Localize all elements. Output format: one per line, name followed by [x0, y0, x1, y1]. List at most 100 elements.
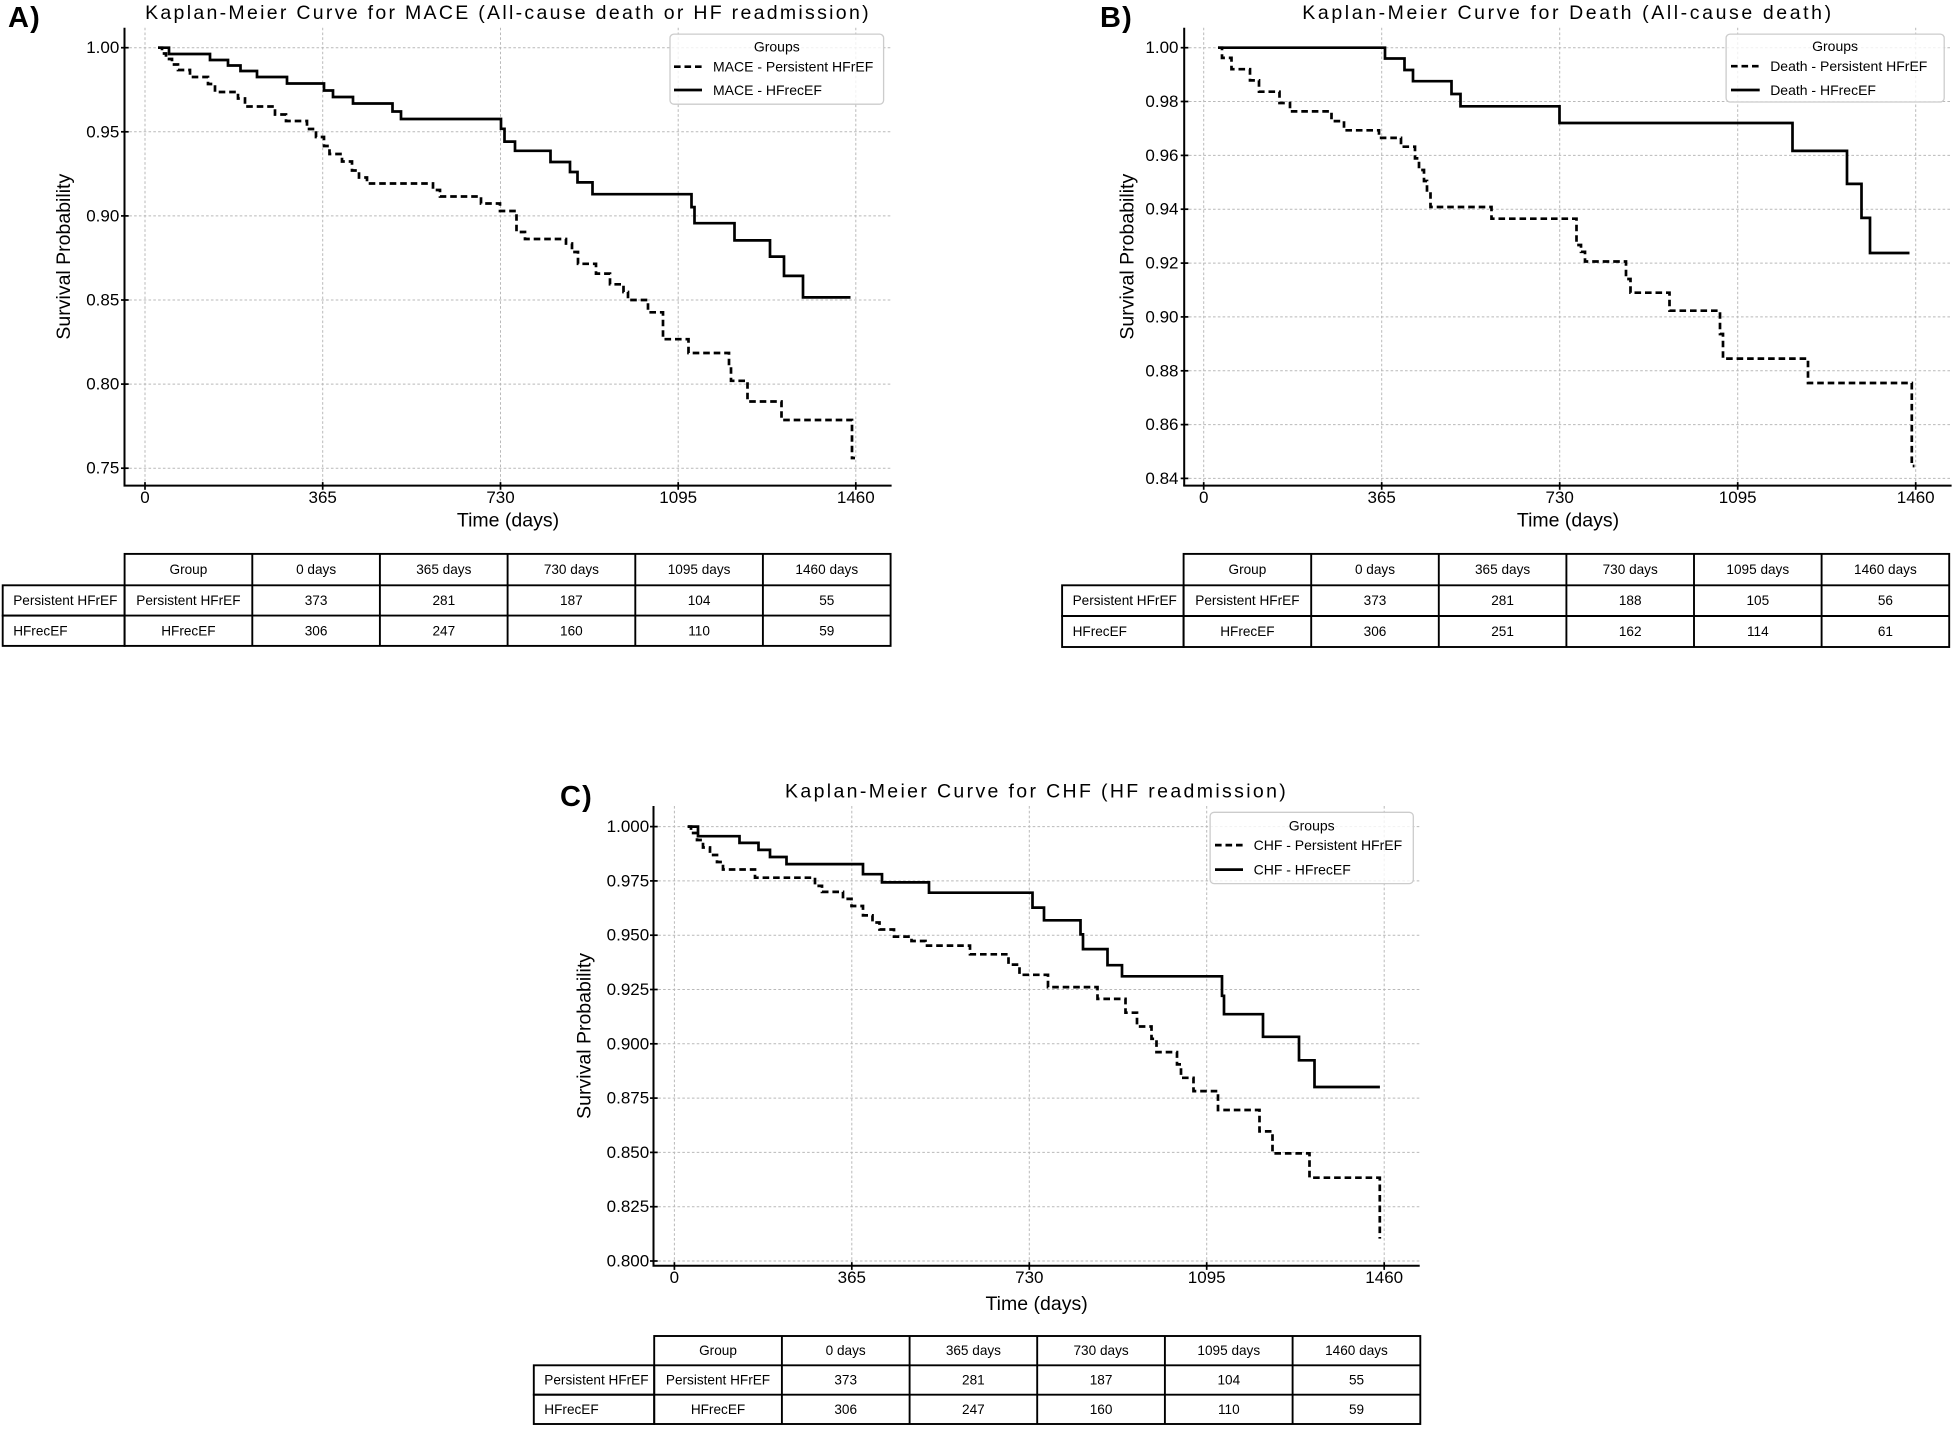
svg-text:187: 187	[560, 593, 583, 608]
svg-text:0.95: 0.95	[86, 122, 119, 141]
svg-text:160: 160	[1090, 1402, 1113, 1417]
svg-text:365 days: 365 days	[946, 1343, 1001, 1358]
svg-text:0.975: 0.975	[607, 871, 650, 890]
svg-text:CHF - Persistent HFrEF: CHF - Persistent HFrEF	[1254, 837, 1403, 853]
svg-text:730 days: 730 days	[1074, 1343, 1129, 1358]
svg-text:Persistent HFrEF: Persistent HFrEF	[666, 1373, 770, 1388]
svg-text:114: 114	[1747, 624, 1769, 639]
svg-text:1095 days: 1095 days	[1726, 562, 1789, 577]
svg-text:0.88: 0.88	[1145, 361, 1178, 380]
svg-text:0.825: 0.825	[607, 1197, 650, 1216]
svg-text:247: 247	[432, 623, 455, 638]
svg-text:730 days: 730 days	[1603, 562, 1658, 577]
svg-text:365: 365	[838, 1268, 866, 1287]
svg-text:Survival Probability: Survival Probability	[574, 953, 596, 1119]
svg-text:CHF - HFrecEF: CHF - HFrecEF	[1254, 862, 1351, 878]
svg-text:105: 105	[1746, 593, 1769, 608]
svg-text:MACE - Persistent HFrEF: MACE - Persistent HFrEF	[713, 59, 873, 75]
svg-text:Kaplan-Meier Curve for Death (: Kaplan-Meier Curve for Death (All-cause …	[1302, 2, 1833, 24]
svg-text:1460: 1460	[837, 488, 875, 507]
svg-text:1460 days: 1460 days	[1325, 1343, 1388, 1358]
svg-text:HFrecEF: HFrecEF	[13, 623, 67, 638]
svg-text:247: 247	[962, 1402, 985, 1417]
svg-text:Persistent HFrEF: Persistent HFrEF	[544, 1373, 648, 1388]
svg-text:1095: 1095	[659, 488, 697, 507]
svg-text:306: 306	[834, 1402, 857, 1417]
svg-text:HFrecEF: HFrecEF	[691, 1402, 745, 1417]
svg-text:1460 days: 1460 days	[1854, 562, 1917, 577]
svg-text:59: 59	[819, 623, 834, 638]
svg-text:0.950: 0.950	[607, 926, 650, 945]
svg-text:1460: 1460	[1897, 488, 1935, 507]
svg-text:55: 55	[1349, 1373, 1364, 1388]
svg-text:B): B)	[1100, 2, 1133, 34]
svg-text:0.85: 0.85	[86, 291, 119, 310]
svg-text:0.94: 0.94	[1145, 200, 1178, 219]
svg-text:1095 days: 1095 days	[1197, 1343, 1260, 1358]
svg-text:Group: Group	[170, 562, 208, 577]
svg-text:0.92: 0.92	[1145, 254, 1178, 273]
svg-text:365: 365	[309, 488, 337, 507]
svg-text:730: 730	[486, 488, 514, 507]
svg-text:Groups: Groups	[1812, 38, 1858, 54]
svg-text:0: 0	[140, 488, 149, 507]
svg-text:306: 306	[305, 623, 328, 638]
svg-text:HFrecEF: HFrecEF	[161, 623, 215, 638]
svg-text:0.875: 0.875	[607, 1089, 650, 1108]
svg-text:110: 110	[688, 623, 710, 638]
svg-text:Kaplan-Meier Curve for CHF (HF: Kaplan-Meier Curve for CHF (HF readmissi…	[785, 781, 1288, 803]
svg-text:61: 61	[1878, 624, 1893, 639]
svg-text:MACE - HFrecEF: MACE - HFrecEF	[713, 82, 822, 98]
svg-text:373: 373	[305, 593, 328, 608]
svg-text:1.000: 1.000	[607, 817, 650, 836]
svg-text:187: 187	[1090, 1373, 1113, 1388]
svg-text:Group: Group	[1229, 562, 1267, 577]
svg-text:365 days: 365 days	[1475, 562, 1530, 577]
svg-text:0 days: 0 days	[296, 562, 336, 577]
svg-text:0.800: 0.800	[607, 1252, 650, 1271]
svg-text:56: 56	[1878, 593, 1893, 608]
svg-text:110: 110	[1218, 1402, 1240, 1417]
svg-text:0.98: 0.98	[1145, 92, 1178, 111]
svg-text:Persistent HFrEF: Persistent HFrEF	[1073, 593, 1177, 608]
svg-text:Persistent HFrEF: Persistent HFrEF	[136, 593, 240, 608]
svg-text:104: 104	[688, 593, 711, 608]
svg-text:373: 373	[1364, 593, 1387, 608]
svg-text:Groups: Groups	[754, 39, 800, 55]
svg-text:0.850: 0.850	[607, 1143, 650, 1162]
svg-text:0: 0	[670, 1268, 679, 1287]
svg-text:281: 281	[1491, 593, 1514, 608]
svg-text:Persistent HFrEF: Persistent HFrEF	[13, 593, 117, 608]
svg-text:Persistent HFrEF: Persistent HFrEF	[1195, 593, 1299, 608]
svg-text:0.90: 0.90	[86, 206, 119, 225]
svg-text:Time (days): Time (days)	[1517, 510, 1619, 532]
svg-text:0 days: 0 days	[826, 1343, 866, 1358]
svg-text:0.80: 0.80	[86, 375, 119, 394]
svg-text:HFrecEF: HFrecEF	[1220, 624, 1274, 639]
svg-text:0: 0	[1199, 488, 1208, 507]
svg-text:730: 730	[1546, 488, 1574, 507]
svg-text:306: 306	[1364, 624, 1387, 639]
svg-text:0.84: 0.84	[1145, 469, 1178, 488]
svg-text:0.925: 0.925	[607, 980, 650, 999]
svg-text:HFrecEF: HFrecEF	[544, 1402, 598, 1417]
svg-text:1095: 1095	[1719, 488, 1757, 507]
svg-text:55: 55	[819, 593, 834, 608]
svg-text:281: 281	[432, 593, 455, 608]
svg-text:C): C)	[560, 781, 593, 813]
svg-text:0 days: 0 days	[1355, 562, 1395, 577]
svg-text:365 days: 365 days	[416, 562, 471, 577]
svg-text:0.75: 0.75	[86, 459, 119, 478]
svg-text:281: 281	[962, 1373, 985, 1388]
svg-text:162: 162	[1619, 624, 1642, 639]
svg-text:0.96: 0.96	[1145, 146, 1178, 165]
svg-text:365: 365	[1368, 488, 1396, 507]
svg-text:1.00: 1.00	[1145, 38, 1178, 57]
svg-text:Survival Probability: Survival Probability	[53, 174, 75, 340]
svg-text:0.900: 0.900	[607, 1034, 650, 1053]
svg-text:160: 160	[560, 623, 583, 638]
svg-text:1095: 1095	[1188, 1268, 1226, 1287]
svg-text:104: 104	[1217, 1373, 1240, 1388]
svg-text:1095 days: 1095 days	[668, 562, 731, 577]
svg-text:Kaplan-Meier Curve for MACE (A: Kaplan-Meier Curve for MACE (All-cause d…	[145, 2, 871, 24]
